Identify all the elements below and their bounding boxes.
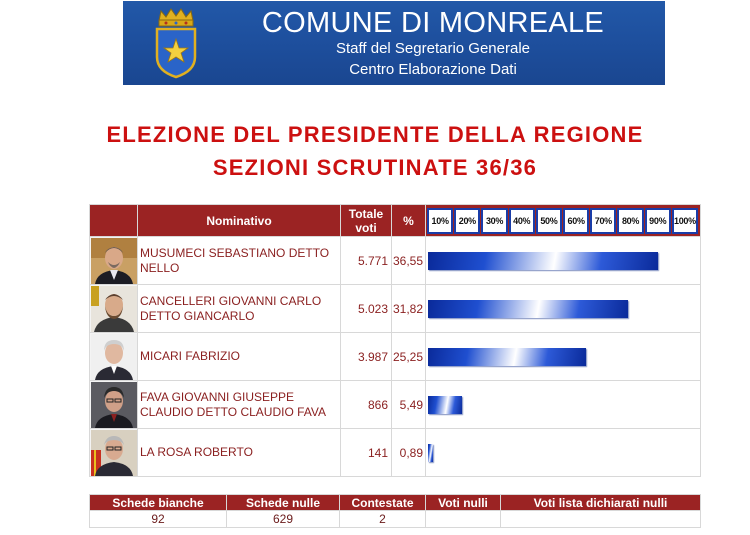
summary-header-row: Schede bianche Schede nulle Contestate V…: [89, 494, 701, 511]
candidate-bar-cell: [425, 236, 701, 285]
percent-scale: 10% 20% 30% 40% 50% 60% 70% 80% 90% 100%: [427, 207, 699, 234]
candidate-photo-cell: [89, 380, 138, 429]
office-subtitle: Centro Elaborazione Dati: [349, 61, 517, 78]
percent-header: %: [391, 204, 426, 237]
photo-header: [89, 204, 138, 237]
candidate-portrait-icon: [90, 429, 137, 476]
scale-tick: 70%: [590, 207, 617, 234]
null-ballots-header: Schede nulle: [226, 494, 340, 511]
candidate-percent: 0,89: [391, 428, 426, 477]
contested-header: Contestate: [339, 494, 426, 511]
department-subtitle: Staff del Segretario Generale: [335, 40, 530, 57]
candidate-bar-cell: [425, 380, 701, 429]
scale-tick: 60%: [563, 207, 590, 234]
candidate-name: FAVA GIOVANNI GIUSEPPE CLAUDIO DETTO CLA…: [137, 380, 341, 429]
candidate-portrait-icon: [90, 285, 137, 332]
candidate-percent: 25,25: [391, 332, 426, 381]
candidate-bar-cell: [425, 284, 701, 333]
candidate-photo-cell: [89, 428, 138, 477]
candidate-row: MUSUMECI SEBASTIANO DETTO NELLO 5.771 36…: [89, 236, 701, 285]
candidate-name: MUSUMECI SEBASTIANO DETTO NELLO: [137, 236, 341, 285]
candidate-bar-cell: [425, 428, 701, 477]
candidate-votes: 5.771: [340, 236, 392, 285]
candidate-row: MICARI FABRIZIO 3.987 25,25: [89, 332, 701, 381]
candidate-bar: [428, 251, 659, 270]
summary-values-row: 92 629 2: [89, 510, 701, 528]
candidate-portrait-icon: [90, 333, 137, 380]
candidate-row: LA ROSA ROBERTO 141 0,89: [89, 428, 701, 477]
candidate-portrait-icon: [90, 237, 137, 284]
percent-scale-header: 10% 20% 30% 40% 50% 60% 70% 80% 90% 100%: [425, 204, 701, 237]
candidate-photo-cell: [89, 332, 138, 381]
results-header-row: Nominativo Totale voti % 10% 20% 30% 40%…: [89, 204, 701, 237]
scale-tick: 100%: [671, 207, 699, 234]
scale-tick: 20%: [454, 207, 481, 234]
scale-tick: 10%: [427, 207, 454, 234]
null-list-votes-value: [500, 510, 701, 528]
candidate-row: CANCELLERI GIOVANNI CARLO DETTO GIANCARL…: [89, 284, 701, 333]
candidate-name: LA ROSA ROBERTO: [137, 428, 341, 477]
candidate-bar: [428, 347, 587, 366]
null-votes-value: [425, 510, 501, 528]
crest-icon: [155, 8, 197, 79]
candidate-percent: 31,82: [391, 284, 426, 333]
candidate-portrait-icon: [90, 381, 137, 428]
results-table: Nominativo Totale voti % 10% 20% 30% 40%…: [89, 204, 701, 477]
scale-tick: 30%: [481, 207, 508, 234]
candidate-bar: [428, 395, 463, 414]
null-list-votes-header: Voti lista dichiarati nulli: [500, 494, 701, 511]
contested-value: 2: [339, 510, 426, 528]
header-banner: COMUNE DI MONREALE Staff del Segretario …: [123, 1, 665, 85]
candidate-bar: [428, 443, 434, 462]
blank-ballots-value: 92: [89, 510, 227, 528]
election-title: ELEZIONE DEL PRESIDENTE DELLA REGIONE: [106, 122, 644, 147]
candidate-photo-cell: [89, 236, 138, 285]
blank-ballots-header: Schede bianche: [89, 494, 227, 511]
null-votes-header: Voti nulli: [425, 494, 501, 511]
candidate-bar: [428, 299, 628, 318]
candidate-percent: 36,55: [391, 236, 426, 285]
scale-tick: 80%: [617, 207, 644, 234]
candidate-votes: 866: [340, 380, 392, 429]
scale-tick: 50%: [535, 207, 563, 234]
candidate-votes: 5.023: [340, 284, 392, 333]
scale-tick: 40%: [508, 207, 535, 234]
null-ballots-value: 629: [226, 510, 340, 528]
candidate-percent: 5,49: [391, 380, 426, 429]
municipality-title: COMUNE DI MONREALE: [261, 7, 605, 39]
total-votes-header: Totale voti: [340, 204, 392, 237]
candidate-votes: 141: [340, 428, 392, 477]
candidate-bar-cell: [425, 332, 701, 381]
summary-table: Schede bianche Schede nulle Contestate V…: [89, 494, 701, 528]
candidate-name: CANCELLERI GIOVANNI CARLO DETTO GIANCARL…: [137, 284, 341, 333]
candidate-row: FAVA GIOVANNI GIUSEPPE CLAUDIO DETTO CLA…: [89, 380, 701, 429]
candidate-photo-cell: [89, 284, 138, 333]
candidate-votes: 3.987: [340, 332, 392, 381]
sections-counted-title: SEZIONI SCRUTINATE 36/36: [212, 155, 538, 180]
nominativo-header: Nominativo: [137, 204, 341, 237]
candidate-name: MICARI FABRIZIO: [137, 332, 341, 381]
scale-tick: 90%: [644, 207, 671, 234]
